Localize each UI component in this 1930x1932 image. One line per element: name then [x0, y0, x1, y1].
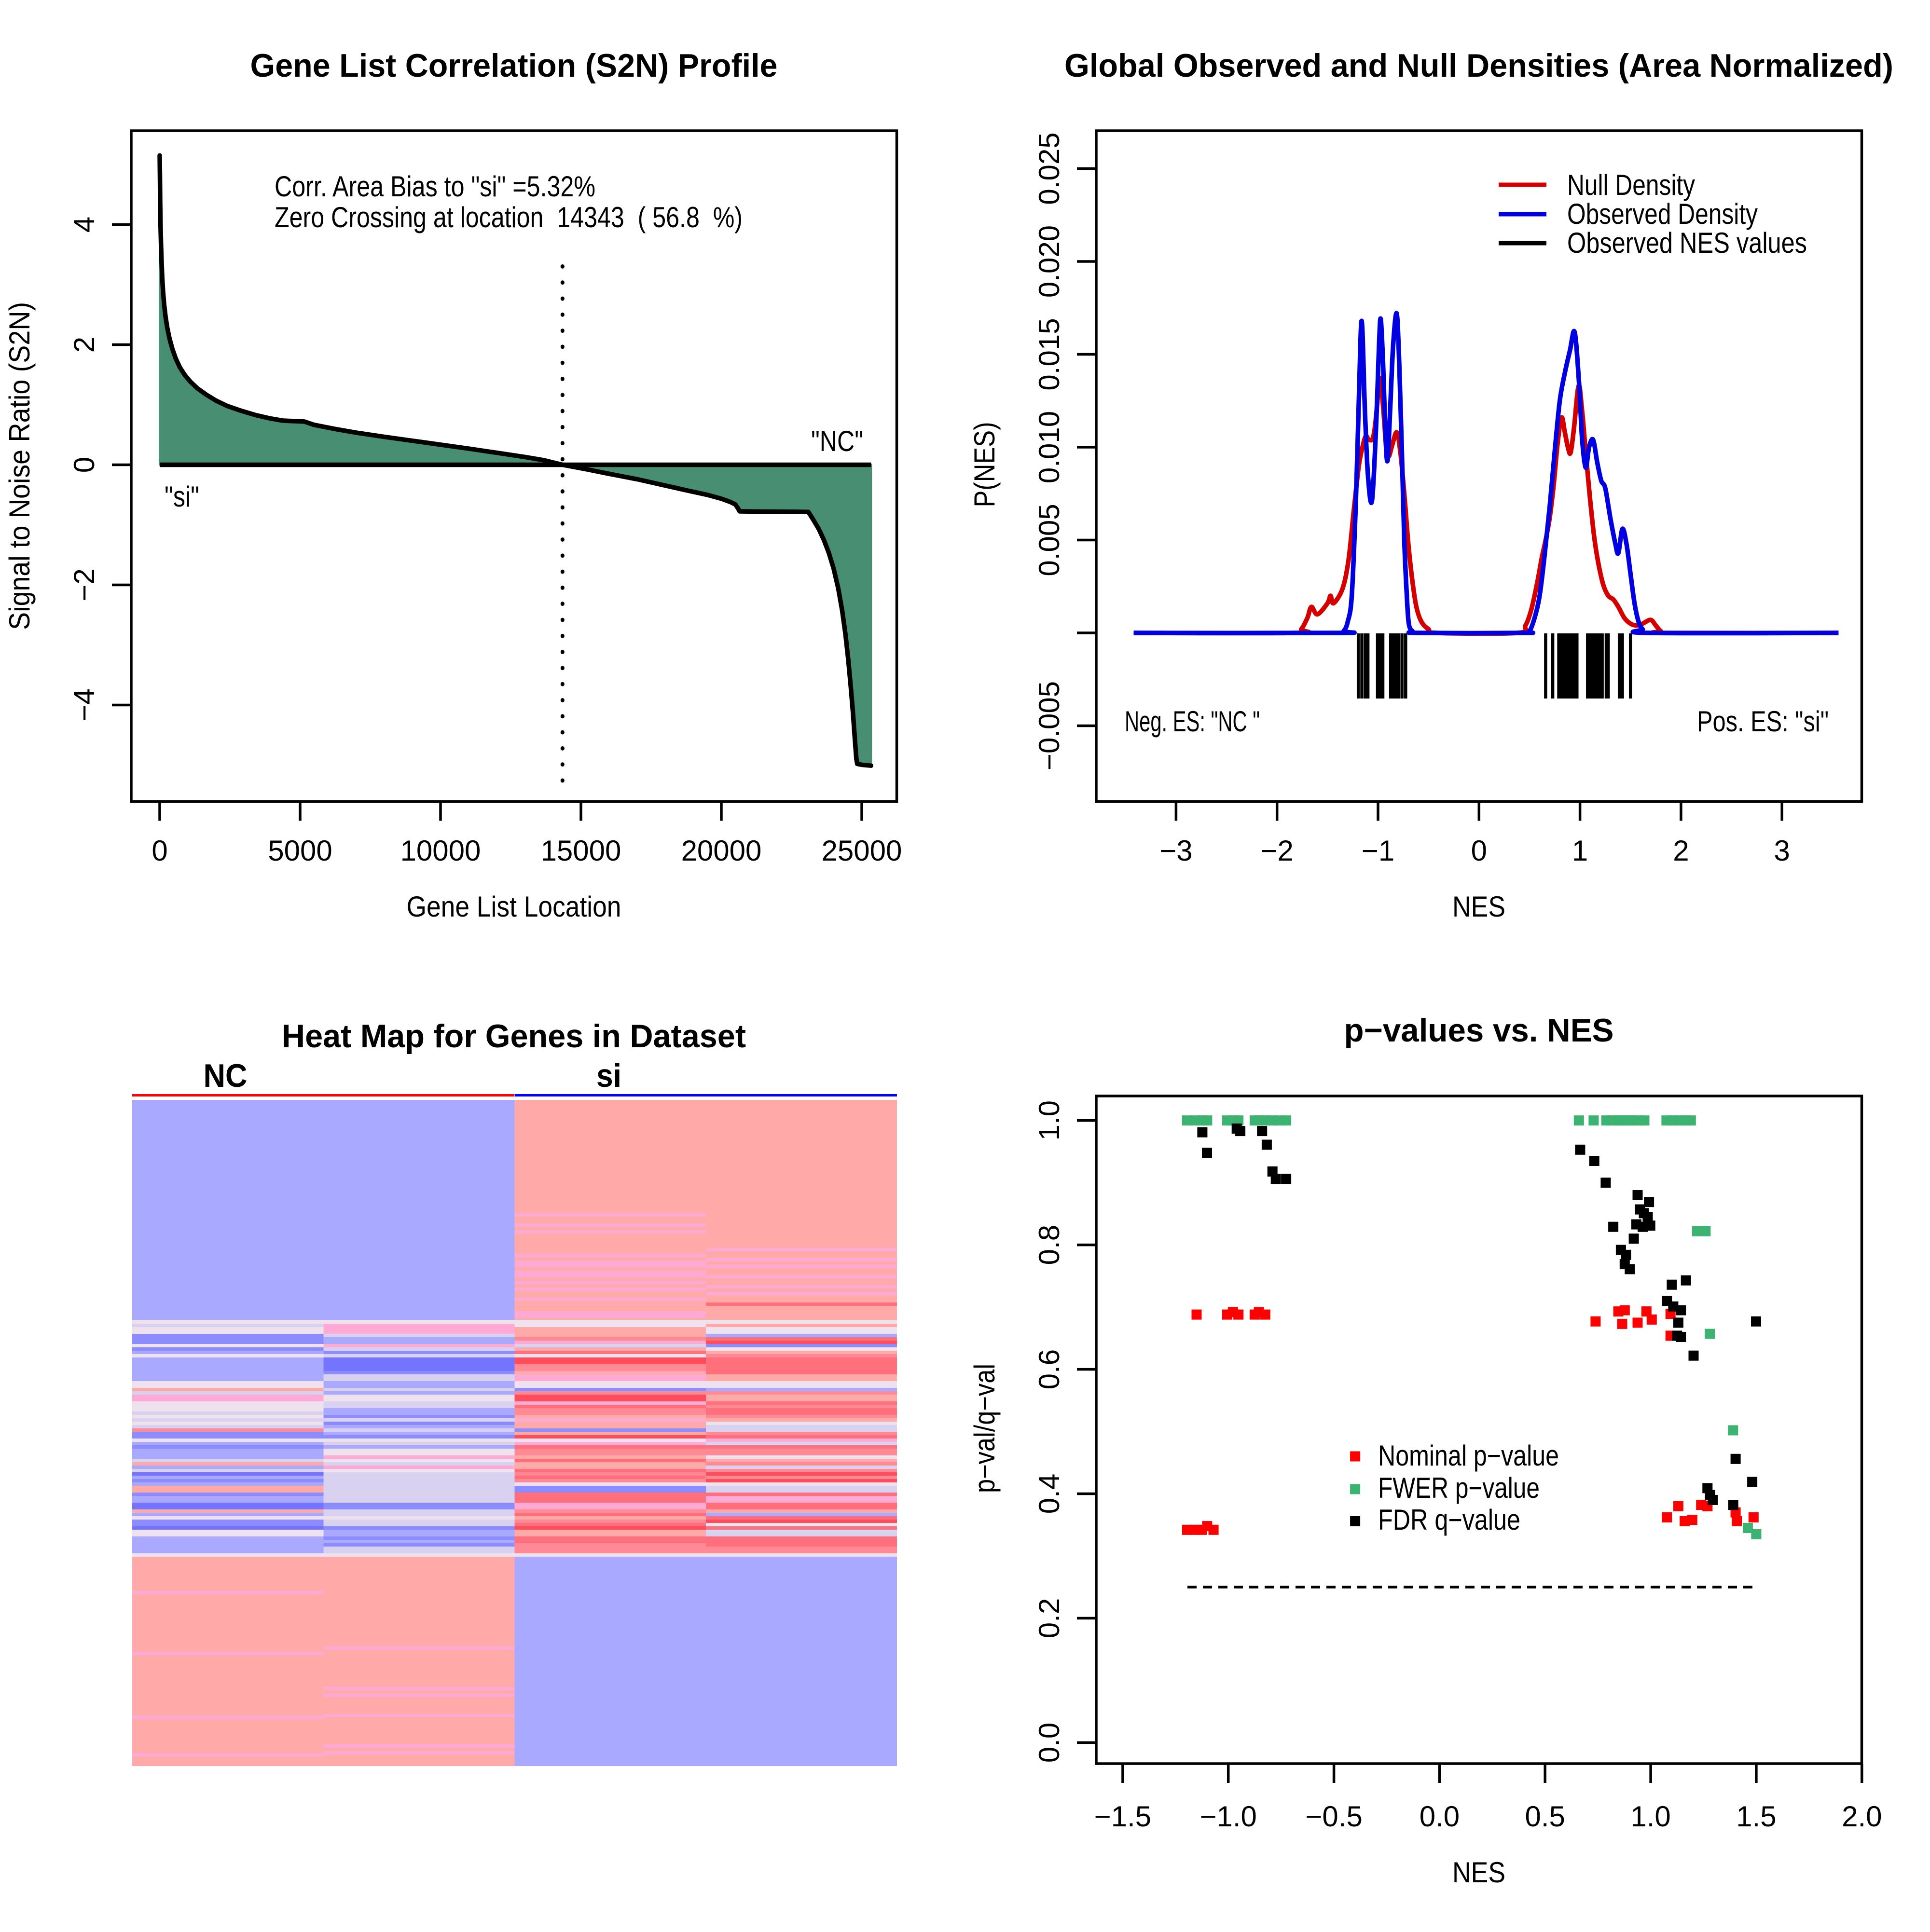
svg-text:0: 0 — [152, 835, 167, 867]
svg-text:0.4: 0.4 — [1033, 1474, 1065, 1514]
svg-text:Gene List Correlation (S2N) Pr: Gene List Correlation (S2N) Profile — [250, 47, 778, 84]
svg-text:0.2: 0.2 — [1033, 1598, 1065, 1638]
svg-text:0.005: 0.005 — [1033, 504, 1065, 576]
svg-text:Global Observed and Null Densi: Global Observed and Null Densities (Area… — [1064, 47, 1893, 84]
svg-text:0.010: 0.010 — [1033, 411, 1065, 483]
svg-text:NC: NC — [204, 1057, 248, 1094]
svg-text:0: 0 — [1471, 835, 1487, 867]
svg-text:−1.0: −1.0 — [1199, 1800, 1256, 1833]
svg-text:−4: −4 — [68, 688, 100, 721]
svg-text:"si": "si" — [165, 480, 199, 513]
svg-text:0.6: 0.6 — [1033, 1349, 1065, 1389]
svg-text:P(NES): P(NES) — [968, 422, 1001, 507]
svg-text:Null Density: Null Density — [1567, 169, 1695, 201]
svg-text:−0.5: −0.5 — [1305, 1800, 1362, 1833]
svg-text:FDR q−value: FDR q−value — [1378, 1504, 1520, 1536]
svg-text:4: 4 — [68, 217, 100, 233]
svg-text:Gene List Location: Gene List Location — [407, 891, 621, 923]
svg-text:Signal to Noise Ratio (S2N): Signal to Noise Ratio (S2N) — [3, 302, 36, 630]
svg-text:3: 3 — [1774, 835, 1790, 867]
svg-text:NES: NES — [1452, 1856, 1505, 1889]
svg-text:0.0: 0.0 — [1420, 1800, 1460, 1833]
svg-text:p−val/q−val: p−val/q−val — [968, 1364, 1001, 1493]
svg-text:−0.005: −0.005 — [1033, 681, 1065, 770]
svg-text:Observed NES values: Observed NES values — [1567, 227, 1807, 259]
svg-text:0.025: 0.025 — [1033, 132, 1065, 205]
svg-text:−2: −2 — [1260, 835, 1293, 867]
svg-text:2: 2 — [1673, 835, 1689, 867]
svg-text:Corr. Area Bias to "si" =5.32%: Corr. Area Bias to "si" =5.32% — [275, 170, 595, 203]
svg-text:Pos. ES: "si": Pos. ES: "si" — [1697, 705, 1829, 738]
svg-text:20000: 20000 — [681, 835, 762, 867]
svg-text:25000: 25000 — [822, 835, 902, 867]
svg-text:1.5: 1.5 — [1736, 1800, 1776, 1833]
svg-text:0.8: 0.8 — [1033, 1225, 1065, 1265]
svg-text:si: si — [596, 1057, 621, 1094]
svg-text:0.015: 0.015 — [1033, 318, 1065, 390]
svg-text:0: 0 — [68, 457, 100, 473]
svg-text:−2: −2 — [68, 568, 100, 601]
svg-text:5000: 5000 — [268, 835, 332, 867]
svg-text:−1: −1 — [1362, 835, 1394, 867]
svg-text:1.0: 1.0 — [1630, 1800, 1670, 1833]
svg-text:15000: 15000 — [541, 835, 621, 867]
svg-text:1: 1 — [1572, 835, 1588, 867]
svg-text:NES: NES — [1452, 891, 1505, 923]
svg-text:0.0: 0.0 — [1033, 1723, 1065, 1763]
svg-text:"NC": "NC" — [811, 425, 863, 457]
svg-text:Observed Density: Observed Density — [1567, 198, 1758, 230]
svg-text:Heat Map for Genes in Dataset: Heat Map for Genes in Dataset — [282, 1018, 746, 1055]
svg-text:Neg. ES: "NC ": Neg. ES: "NC " — [1125, 705, 1260, 738]
svg-text:0.020: 0.020 — [1033, 225, 1065, 298]
svg-text:−3: −3 — [1159, 835, 1192, 867]
svg-text:Zero Crossing at location 143: Zero Crossing at location 14343 ( 56.8 %… — [275, 201, 743, 233]
svg-text:1.0: 1.0 — [1033, 1100, 1065, 1140]
svg-text:10000: 10000 — [400, 835, 481, 867]
svg-text:Nominal p−value: Nominal p−value — [1378, 1439, 1559, 1472]
svg-text:p−values vs. NES: p−values vs. NES — [1344, 1012, 1614, 1049]
svg-text:2: 2 — [68, 337, 100, 353]
svg-text:0.5: 0.5 — [1525, 1800, 1565, 1833]
svg-text:FWER p−value: FWER p−value — [1378, 1472, 1540, 1504]
svg-text:−1.5: −1.5 — [1094, 1800, 1151, 1833]
svg-text:2.0: 2.0 — [1842, 1800, 1882, 1833]
